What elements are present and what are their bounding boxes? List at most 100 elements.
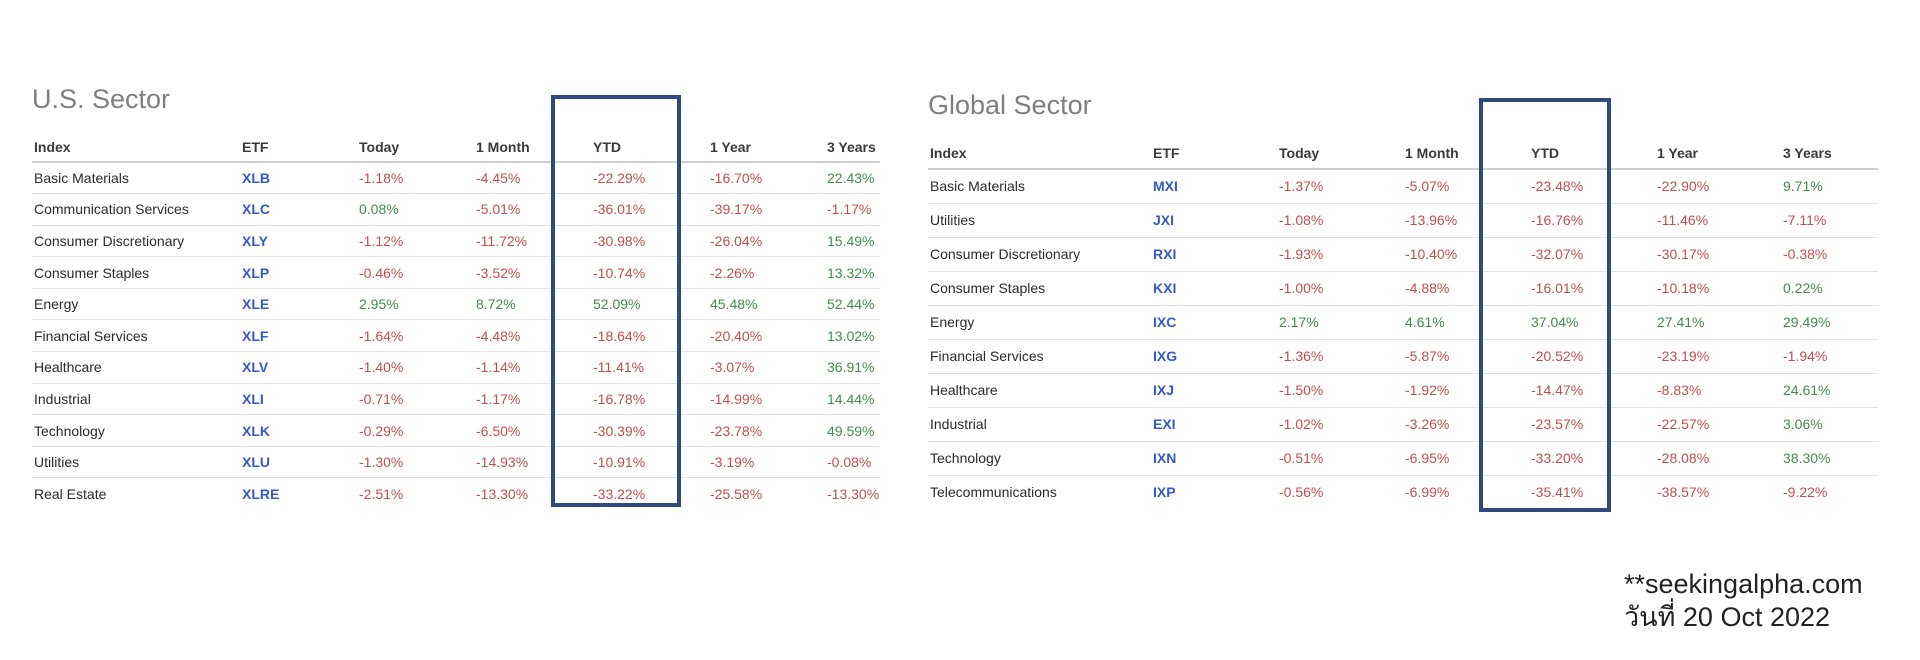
value-cell-today: -0.56%	[1279, 484, 1324, 501]
etf-ticker-link[interactable]: IXP	[1153, 484, 1176, 501]
etf-ticker-link[interactable]: MXI	[1151, 169, 1277, 204]
etf-ticker-link[interactable]: XLB	[240, 162, 357, 195]
etf-ticker-link[interactable]: XLU	[240, 446, 357, 479]
table-row: Energy XLE 2.95% 8.72% 52.09% 45.48% 52.44%	[32, 288, 880, 321]
sector-name-cell: Technology	[32, 414, 240, 447]
value-cell-ytd: -10.74%	[591, 256, 708, 289]
etf-ticker-link[interactable]: XLF	[240, 319, 357, 353]
etf-ticker-link[interactable]: XLC	[240, 193, 357, 226]
table-row: Energy IXC 2.17% 4.61% 37.04% 27.41% 29.49%	[928, 305, 1878, 340]
etf-ticker-link[interactable]: XLI	[240, 383, 357, 416]
sector-name-cell: Telecommunications	[930, 484, 1057, 501]
etf-ticker-link[interactable]: XLY	[240, 225, 357, 258]
value-cell-month: -3.52%	[474, 256, 591, 289]
value-cell-years3: 13.32%	[825, 256, 880, 289]
value-cell-month: -4.88%	[1403, 271, 1529, 306]
value-cell-today: -1.08%	[1277, 203, 1403, 238]
value-cell-ytd: -16.76%	[1529, 203, 1655, 238]
sector-name-cell: Communication Services	[32, 193, 240, 226]
value-cell-years3: -9.22%	[1783, 484, 1828, 501]
value-cell-ytd: -20.52%	[1529, 339, 1655, 374]
value-cell-year: -11.46%	[1655, 203, 1781, 238]
value-cell-years3: -13.30%	[827, 485, 880, 502]
etf-ticker-link[interactable]: IXJ	[1151, 373, 1277, 408]
etf-ticker-link[interactable]: XLK	[240, 414, 357, 447]
value-cell-years3: 14.44%	[825, 383, 880, 416]
table-row: Consumer Staples KXI -1.00% -4.88% -16.01% -1…	[928, 271, 1878, 306]
etf-ticker-link[interactable]: IXC	[1151, 305, 1277, 340]
etf-ticker-link[interactable]: XLP	[240, 256, 357, 289]
etf-ticker-link[interactable]: XLRE	[242, 485, 280, 502]
etf-ticker-link[interactable]: IXG	[1151, 339, 1277, 374]
value-cell-month: -13.30%	[476, 485, 529, 502]
value-cell-month: -6.99%	[1405, 484, 1450, 501]
etf-ticker-link[interactable]: RXI	[1151, 237, 1277, 272]
value-cell-today: -1.64%	[357, 319, 474, 353]
value-cell-today: -0.29%	[357, 414, 474, 447]
value-cell-ytd: -33.22%	[593, 485, 646, 502]
source-date: วันที่ 20 Oct 2022	[1624, 602, 1831, 632]
value-cell-month: -14.93%	[474, 446, 591, 479]
value-cell-years3: -0.08%	[825, 446, 880, 479]
value-cell-year: -3.07%	[708, 351, 825, 384]
value-cell-year: -28.08%	[1655, 441, 1781, 476]
etf-ticker-link[interactable]: KXI	[1151, 271, 1277, 306]
value-cell-years3: -7.11%	[1781, 203, 1878, 238]
etf-ticker-link[interactable]: EXI	[1151, 407, 1277, 442]
us-sector-rows: Basic Materials XLB -1.18% -4.45% -22.29% -16…	[32, 162, 880, 510]
us-sector-panel: U.S. Sector Index ETF Today 1 Month YTD …	[32, 84, 882, 504]
value-cell-years3: 13.02%	[825, 319, 880, 353]
value-cell-year: -25.58%	[710, 485, 763, 502]
value-cell-ytd: -22.29%	[591, 162, 708, 195]
value-cell-year: 27.41%	[1655, 305, 1781, 340]
col-header-index: Index	[32, 132, 240, 163]
source-site: **seekingalpha.com	[1624, 569, 1863, 599]
value-cell-year: -2.26%	[708, 256, 825, 289]
col-header-etf: ETF	[240, 132, 357, 163]
value-cell-month: -13.96%	[1403, 203, 1529, 238]
value-cell-today: 2.17%	[1277, 305, 1403, 340]
value-cell-year: -14.99%	[708, 383, 825, 416]
value-cell-years3: 22.43%	[825, 162, 880, 195]
value-cell-ytd: -23.57%	[1529, 407, 1655, 442]
value-cell-year: -30.17%	[1655, 237, 1781, 272]
table-row: Financial Services XLF -1.64% -4.48% -18.64%…	[32, 319, 880, 353]
value-cell-year: -22.90%	[1655, 169, 1781, 204]
sector-name-cell: Healthcare	[928, 373, 1151, 408]
table-row: Consumer Discretionary XLY -1.12% -11.72% -3…	[32, 225, 880, 258]
sector-name-cell: Industrial	[928, 407, 1151, 442]
value-cell-month: -1.92%	[1403, 373, 1529, 408]
us-sector-title: U.S. Sector	[32, 84, 171, 114]
col-header-today: Today	[357, 132, 474, 163]
global-sector-table: Index ETF Today 1 Month YTD 1 Year 3 Yea…	[928, 137, 1878, 509]
value-cell-year: -3.19%	[708, 446, 825, 479]
sector-name-cell: Consumer Staples	[928, 271, 1151, 306]
global-sector-panel: Global Sector Index ETF Today 1 Month YT…	[928, 90, 1888, 510]
etf-ticker-link[interactable]: XLV	[240, 351, 357, 384]
value-cell-today: -1.40%	[357, 351, 474, 384]
table-row: Telecommunications IXP -0.56% -6.99% -35.41%…	[928, 475, 1878, 509]
global-sector-title: Global Sector	[928, 90, 1092, 120]
table-row: Communication Services XLC 0.08% -5.01% -36.…	[32, 193, 880, 226]
table-row: Utilities JXI -1.08% -13.96% -16.76% -11.46% -…	[928, 203, 1878, 238]
sector-name-cell: Energy	[32, 288, 240, 321]
table-row: Real Estate XLRE -2.51% -13.30% -33.22% -25.5…	[32, 478, 880, 510]
col-header-1-month: 1 Month	[1403, 137, 1529, 170]
value-cell-year: -23.78%	[708, 414, 825, 447]
sector-name-cell: Utilities	[32, 446, 240, 479]
sector-name-cell: Healthcare	[32, 351, 240, 384]
sector-name-cell: Utilities	[928, 203, 1151, 238]
col-header-ytd: YTD	[1529, 137, 1655, 170]
etf-ticker-link[interactable]: JXI	[1151, 203, 1277, 238]
value-cell-today: -1.50%	[1277, 373, 1403, 408]
value-cell-years3: -1.17%	[825, 193, 880, 226]
sector-name-cell: Technology	[928, 441, 1151, 476]
value-cell-ytd: -36.01%	[591, 193, 708, 226]
value-cell-month: -5.87%	[1403, 339, 1529, 374]
value-cell-year: 45.48%	[708, 288, 825, 321]
etf-ticker-link[interactable]: XLE	[240, 288, 357, 321]
value-cell-ytd: -16.01%	[1529, 271, 1655, 306]
etf-ticker-link[interactable]: IXN	[1151, 441, 1277, 476]
value-cell-ytd: -35.41%	[1531, 484, 1584, 501]
sector-name-cell: Energy	[928, 305, 1151, 340]
